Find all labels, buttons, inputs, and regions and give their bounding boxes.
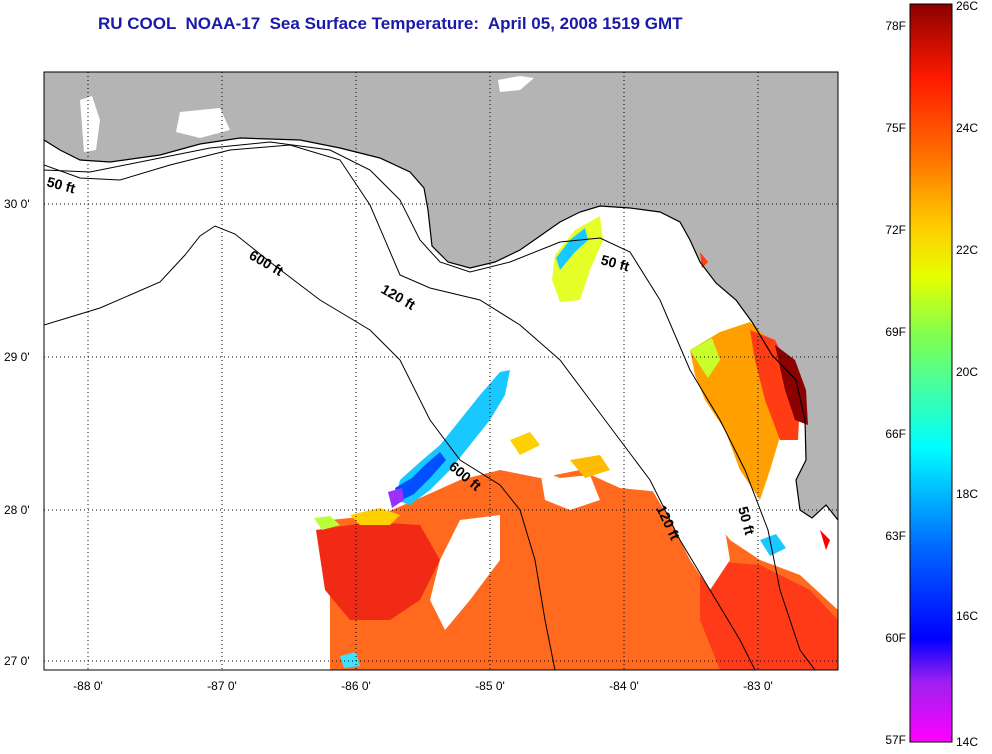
colorbar-c-label: 24C (956, 121, 978, 135)
land-bay (176, 108, 230, 138)
contour-label: 50 ft (599, 251, 631, 274)
x-tick-label: -87 0' (207, 679, 237, 693)
colorbar-f-label: 57F (885, 733, 906, 747)
contour-120ft (44, 144, 756, 670)
x-tick-label: -86 0' (341, 679, 371, 693)
colorbar-c-label: 18C (956, 487, 978, 501)
colorbar-c-label: 26C (956, 0, 978, 13)
y-tick-label: 30 0' (4, 197, 30, 211)
colorbar-f-label: 69F (885, 325, 906, 339)
contour-600ft (44, 225, 556, 670)
x-tick-label: -88 0' (73, 679, 103, 693)
colorbar-f-label: 75F (885, 121, 906, 135)
colorbar-f-label: 63F (885, 529, 906, 543)
land-mass (44, 72, 838, 670)
colorbar-c-label: 14C (956, 735, 978, 749)
x-tick-label: -83 0' (743, 679, 773, 693)
colorbar (909, 3, 953, 743)
sst-field (314, 216, 838, 670)
contour-label: 50 ft (45, 173, 77, 196)
map-border (43, 71, 839, 671)
colorbar-c-label: 20C (956, 365, 978, 379)
colorbar-f-label: 72F (885, 223, 906, 237)
colorbar-f-label: 78F (885, 19, 906, 33)
contour-50ft (44, 141, 816, 670)
land-island (498, 76, 534, 92)
land-bay (80, 96, 100, 152)
colorbar-f-label: 66F (885, 427, 906, 441)
colorbar-c-label: 16C (956, 609, 978, 623)
coastline (44, 137, 838, 521)
contour-label: 50 ft (735, 505, 758, 537)
colorbar-f-label: 60F (885, 631, 906, 645)
colorbar-c-label: 22C (956, 243, 978, 257)
y-tick-label: 29 0' (4, 350, 30, 364)
x-tick-label: -84 0' (609, 679, 639, 693)
y-tick-label: 27 0' (4, 654, 30, 668)
gridlines (44, 72, 838, 670)
y-tick-label: 28 0' (4, 503, 30, 517)
map-title: RU COOL NOAA-17 Sea Surface Temperature:… (98, 14, 683, 33)
x-tick-label: -85 0' (475, 679, 505, 693)
